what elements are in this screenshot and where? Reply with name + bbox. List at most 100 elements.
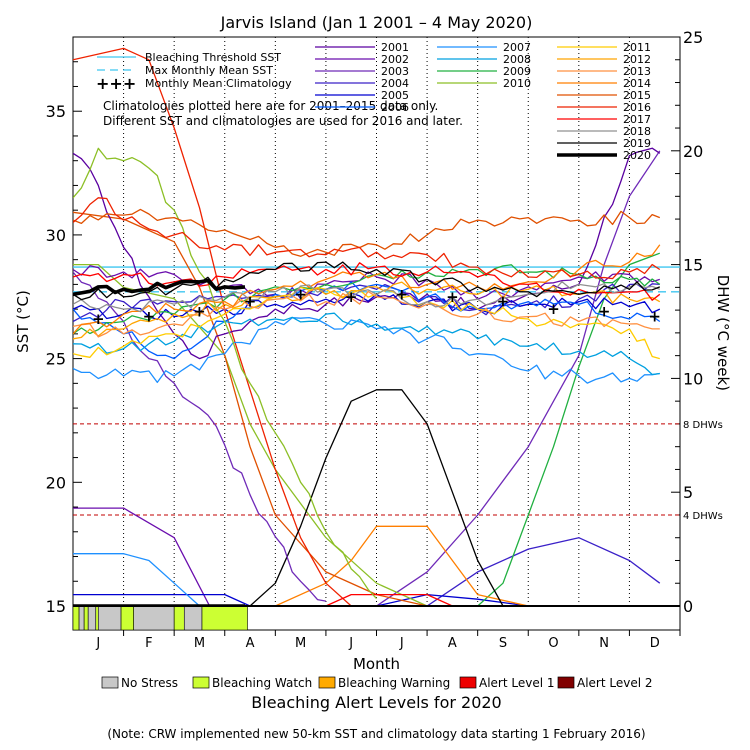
alert-segment-watch [83, 605, 89, 631]
alert-legend-label: Bleaching Warning [338, 676, 450, 690]
climatology-note: Different SST and climatologies are used… [103, 114, 463, 128]
sst-line-2003 [73, 271, 327, 602]
climatology-marker: + [598, 303, 611, 321]
sst-tick-label: 20 [46, 473, 66, 492]
climatology-marker: + [446, 288, 459, 306]
dhw-tick-label: 0 [683, 597, 693, 616]
month-label: A [448, 636, 457, 651]
dhw-tick-label: 20 [683, 142, 703, 161]
climatology-marker: + [497, 293, 510, 311]
climatology-marker: + [193, 303, 206, 321]
alert-title: Bleaching Alert Levels for 2020 [251, 693, 501, 712]
legend-year-label: 2016 [623, 101, 651, 114]
dhw-line-2019 [73, 389, 660, 606]
dhw-4-label: 4 DHWs [683, 511, 723, 522]
climatology-marker: + [547, 300, 560, 318]
y2-axis-label: DHW (°C week) [714, 275, 732, 391]
sst-line-2007 [73, 316, 660, 384]
month-label: J [399, 636, 404, 651]
legend-year-label: 2007 [503, 41, 531, 54]
chart-title: Jarvis Island (Jan 1 2001 – 4 May 2020) [220, 13, 533, 32]
alert-legend-swatch [192, 676, 210, 689]
sst-line-2009 [73, 264, 661, 335]
alert-segment-watch [120, 605, 135, 631]
climatology-marker: + [92, 310, 105, 328]
alert-segment-no_stress [87, 605, 97, 631]
sst-tick-label: 35 [46, 102, 66, 121]
alert-segment-watch [173, 605, 185, 631]
alert-legend-swatch [557, 676, 575, 689]
series-lines [73, 47, 661, 606]
climatology-marker: + [396, 285, 409, 303]
month-label: O [548, 636, 558, 651]
legend-year-label: 2018 [623, 125, 651, 138]
dhw-tick-label: 25 [683, 28, 703, 47]
y-axis-label: SST (°C) [14, 290, 32, 353]
legend-year-label: 2008 [503, 53, 531, 66]
month-label: J [95, 636, 100, 651]
legend-year-label: 2017 [623, 113, 651, 126]
legend-left-label: Monthly Mean Climatology [145, 77, 292, 90]
sst-line-2016 [73, 197, 661, 280]
x-axis-label: Month [353, 655, 400, 673]
alert-segment-watch [95, 605, 99, 631]
legend-year-label: 2002 [381, 53, 409, 66]
alert-legend-swatch [318, 676, 336, 689]
dhw-tick-label: 10 [683, 369, 703, 388]
sst-line-2018 [73, 281, 661, 313]
sst-line-2012 [73, 281, 661, 340]
month-label: N [599, 636, 609, 651]
plot-area: + + ++ + + + + + + + + [72, 47, 680, 631]
dhw-line-2016 [73, 47, 660, 606]
sst-line-2020 [73, 278, 246, 297]
dhw-line-2017 [73, 593, 660, 606]
alert-legend-label: No Stress [121, 676, 178, 690]
dhw-line-2007 [73, 553, 660, 606]
sst-line-2008 [73, 312, 660, 376]
month-label: M [295, 636, 306, 651]
climatology-marker: + [648, 308, 661, 326]
month-label: S [499, 636, 507, 651]
legend-year-label: 2001 [381, 41, 409, 54]
text-layer: J F M A M J J A S O N D 15 20 25 30 35 0 5 10 15 20 25 SST (°C)… [14, 13, 732, 741]
alert-segment-no_stress [97, 605, 122, 631]
legend-year-label: 2015 [623, 89, 651, 102]
dhw-line-2014 [73, 525, 660, 606]
climatology-marker: + [345, 288, 358, 306]
footnote: (Note: CRW implemented new 50-km SST and… [107, 727, 645, 741]
dhw-line-2010 [73, 263, 660, 606]
legend-year-label: 2010 [503, 77, 531, 90]
alert-segment-no_stress [78, 605, 85, 631]
legend-year-label: 2005 [381, 89, 409, 102]
month-label: M [194, 636, 205, 651]
dhw-tick-label: 15 [683, 256, 703, 275]
sst-tick-label: 15 [46, 597, 66, 616]
sst-tick-label: 25 [46, 350, 66, 369]
alert-legend-label: Alert Level 2 [577, 676, 653, 690]
sst-line-2002 [73, 265, 660, 300]
month-label: D [650, 636, 660, 651]
legend-year-label: 2003 [381, 65, 409, 78]
dhw-line-2004 [73, 537, 661, 606]
legend-year-label: 2006 [381, 101, 409, 114]
alert-legend-label: Alert Level 1 [479, 676, 555, 690]
legend-left-label: Max Monthly Mean SST [145, 64, 273, 77]
month-label: A [246, 636, 255, 651]
legend-year-label: 2013 [623, 65, 651, 78]
sst-line-2013 [73, 290, 660, 338]
legend-year-label: 2012 [623, 53, 651, 66]
climatology-note: Climatologies plotted here are for 2001–… [103, 99, 438, 113]
sst-line-2015 [73, 208, 661, 257]
month-label: F [145, 636, 152, 651]
alert-segment-no_stress [133, 605, 175, 631]
sst-tick-label: 30 [46, 226, 66, 245]
legend-left-swatch: +++ [96, 74, 136, 93]
legend-year-label: 2019 [623, 137, 651, 150]
dhw-line-2002 [73, 507, 660, 606]
legend-year-label: 2009 [503, 65, 531, 78]
legend-year-label: 2014 [623, 77, 651, 90]
legend-year-label: 2011 [623, 41, 651, 54]
climatology-marker: + [294, 285, 307, 303]
dhw-line-2009 [73, 252, 661, 606]
